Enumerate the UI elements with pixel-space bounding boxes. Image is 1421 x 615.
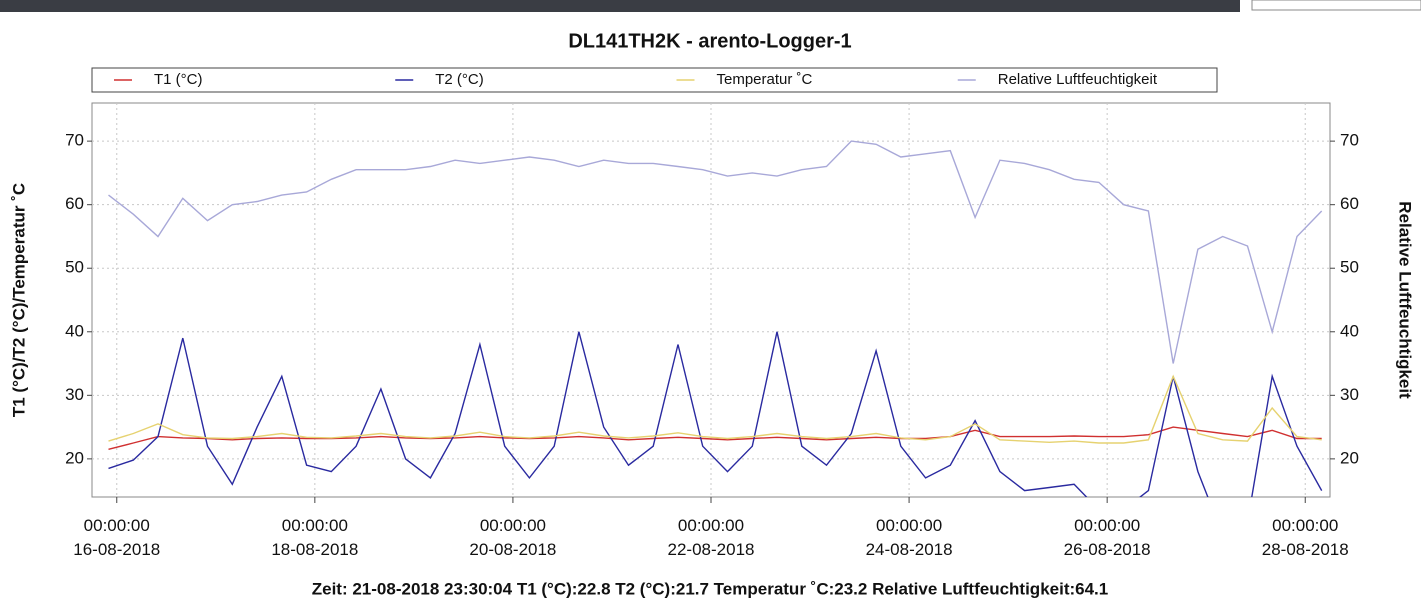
y-tick-label: 50 [65,258,84,277]
y2-tick-label: 50 [1340,258,1359,277]
legend-label: T1 (°C) [154,71,203,88]
legend-box [91,67,1218,93]
series-line [108,374,1322,444]
x-tick-label: 00:00:00 18-08-2018 [271,516,358,559]
y-tick-label: 20 [65,448,84,467]
plot-lines [108,140,1323,497]
legend-label: Relative Luftfeuchtigkeit [998,71,1158,88]
chart-title: DL141TH2K - arento-Logger-1 [568,30,851,52]
top-strip-panel [1251,0,1421,11]
y2-tick-label: 20 [1340,448,1359,467]
y-tick-label: 70 [65,131,84,150]
series-line [108,426,1322,450]
top-strip [0,0,1240,12]
legend-label: Temperatur ˚C [717,71,813,88]
series-line [108,331,1323,497]
y2-tick-label: 40 [1340,321,1359,340]
x-tick-label: 00:00:00 28-08-2018 [1262,516,1349,559]
y-axis-label: T1 (°C)/T2 (°C)/Temperatur ˚C [9,183,28,417]
y-tick-label: 40 [65,321,84,340]
series-line [108,140,1323,364]
y2-axis-label: Relative Luftfeuchtigkeit [1396,201,1415,399]
x-tick-label: 00:00:00 24-08-2018 [866,516,953,559]
y2-tick-label: 30 [1340,385,1359,404]
y2-tick-label: 60 [1340,194,1359,213]
y2-tick-label: 70 [1340,131,1359,150]
legend-label: T2 (°C) [435,71,484,88]
status-line: Zeit: 21-08-2018 23:30:04 T1 (°C):22.8 T… [312,579,1109,598]
x-tick-label: 00:00:00 20-08-2018 [469,516,556,559]
x-tick-label: 00:00:00 26-08-2018 [1064,516,1151,559]
x-tick-label: 00:00:00 16-08-2018 [73,516,160,559]
y-tick-label: 60 [65,194,84,213]
x-tick-label: 00:00:00 22-08-2018 [668,516,755,559]
y-tick-label: 30 [65,385,84,404]
